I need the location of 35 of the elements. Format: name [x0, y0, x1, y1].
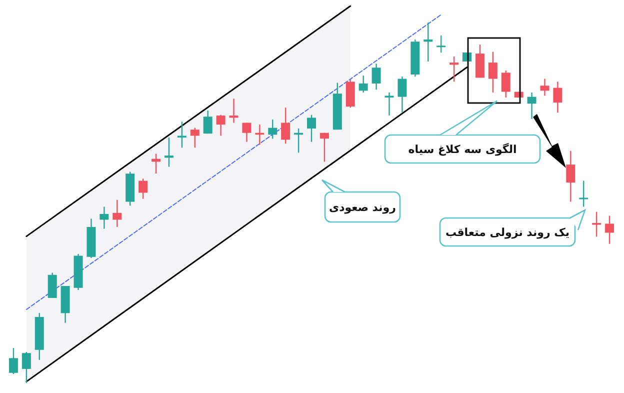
- candlestick: [48, 272, 57, 299]
- candlestick: [384, 92, 394, 116]
- candlestick: [566, 150, 576, 202]
- candlestick: [100, 206, 109, 230]
- candlestick: [605, 215, 614, 244]
- candlestick: [242, 122, 252, 142]
- candlestick: [190, 127, 200, 148]
- candlestick: [527, 92, 536, 120]
- candlestick: [424, 22, 433, 62]
- candlestick: [229, 98, 238, 124]
- candlestick: [592, 211, 602, 238]
- candlestick: [398, 76, 407, 114]
- candlestick: [320, 132, 329, 162]
- candlestick: [501, 70, 510, 98]
- candlestick: [22, 351, 31, 384]
- candlestick: [281, 107, 290, 144]
- candlestick: [307, 114, 316, 142]
- candlestick: [112, 199, 122, 228]
- candlestick: [164, 136, 174, 168]
- candlestick: [203, 110, 212, 134]
- annotation: روند صعودی: [329, 201, 396, 214]
- candlestick: [268, 118, 278, 140]
- candlestick: [372, 63, 381, 90]
- candlestick: [358, 74, 368, 94]
- candlestick: [450, 56, 459, 82]
- candlestick: [436, 34, 446, 54]
- candlestick: [138, 178, 148, 200]
- candlestick: [579, 180, 588, 208]
- candlestick: [8, 347, 18, 375]
- candlestick: [216, 114, 226, 136]
- annotation: یک روند نزولی متعاقب: [445, 226, 570, 239]
- candlestick: [540, 78, 550, 96]
- candlestick: [553, 81, 562, 114]
- candlestick: [488, 51, 498, 94]
- annotation: الگوی سه کلاغ سیاه: [408, 143, 517, 156]
